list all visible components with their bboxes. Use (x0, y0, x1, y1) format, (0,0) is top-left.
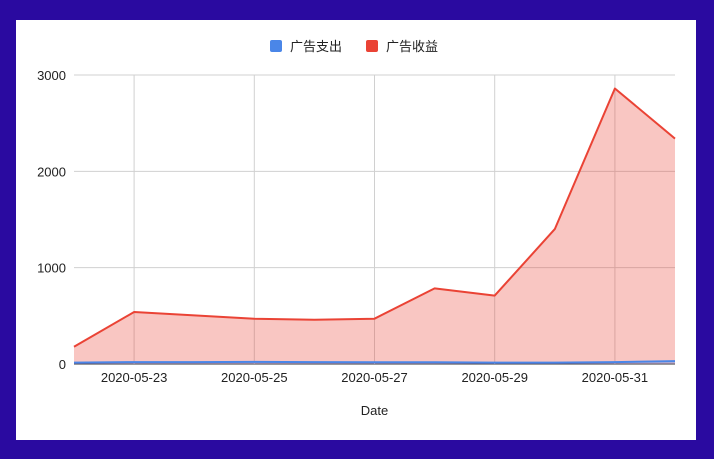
x-tick-label: 2020-05-31 (582, 370, 649, 385)
y-tick-label: 0 (59, 357, 66, 372)
series-line-2 (73, 87, 676, 348)
chart-panel: 0 1000 2000 3000 2020-05-23 2020-05-25 2020-05… (16, 20, 696, 440)
area-chart: 0 1000 2000 3000 2020-05-23 2020-05-25 2020-05… (37, 39, 676, 418)
y-tick-label: 1000 (37, 261, 66, 276)
legend-swatch (366, 40, 378, 52)
series-line-1 (73, 360, 676, 364)
y-tick-label: 2000 (37, 164, 66, 179)
x-tick-label: 2020-05-23 (101, 370, 168, 385)
x-tick-label: 2020-05-27 (341, 370, 408, 385)
legend: 广告支出 广告收益 (270, 39, 438, 54)
series-area-2 (74, 88, 675, 364)
x-tick-label: 2020-05-29 (461, 370, 528, 385)
legend-label: 广告支出 (290, 39, 342, 54)
series-lines (73, 87, 676, 364)
y-tick-label: 3000 (37, 68, 66, 83)
grid-lines (74, 74, 675, 365)
legend-swatch (270, 40, 282, 52)
legend-label: 广告收益 (386, 39, 438, 54)
axes: 0 1000 2000 3000 2020-05-23 2020-05-25 2020-05… (37, 68, 648, 385)
x-tick-label: 2020-05-25 (221, 370, 288, 385)
x-axis-title: Date (361, 403, 388, 418)
